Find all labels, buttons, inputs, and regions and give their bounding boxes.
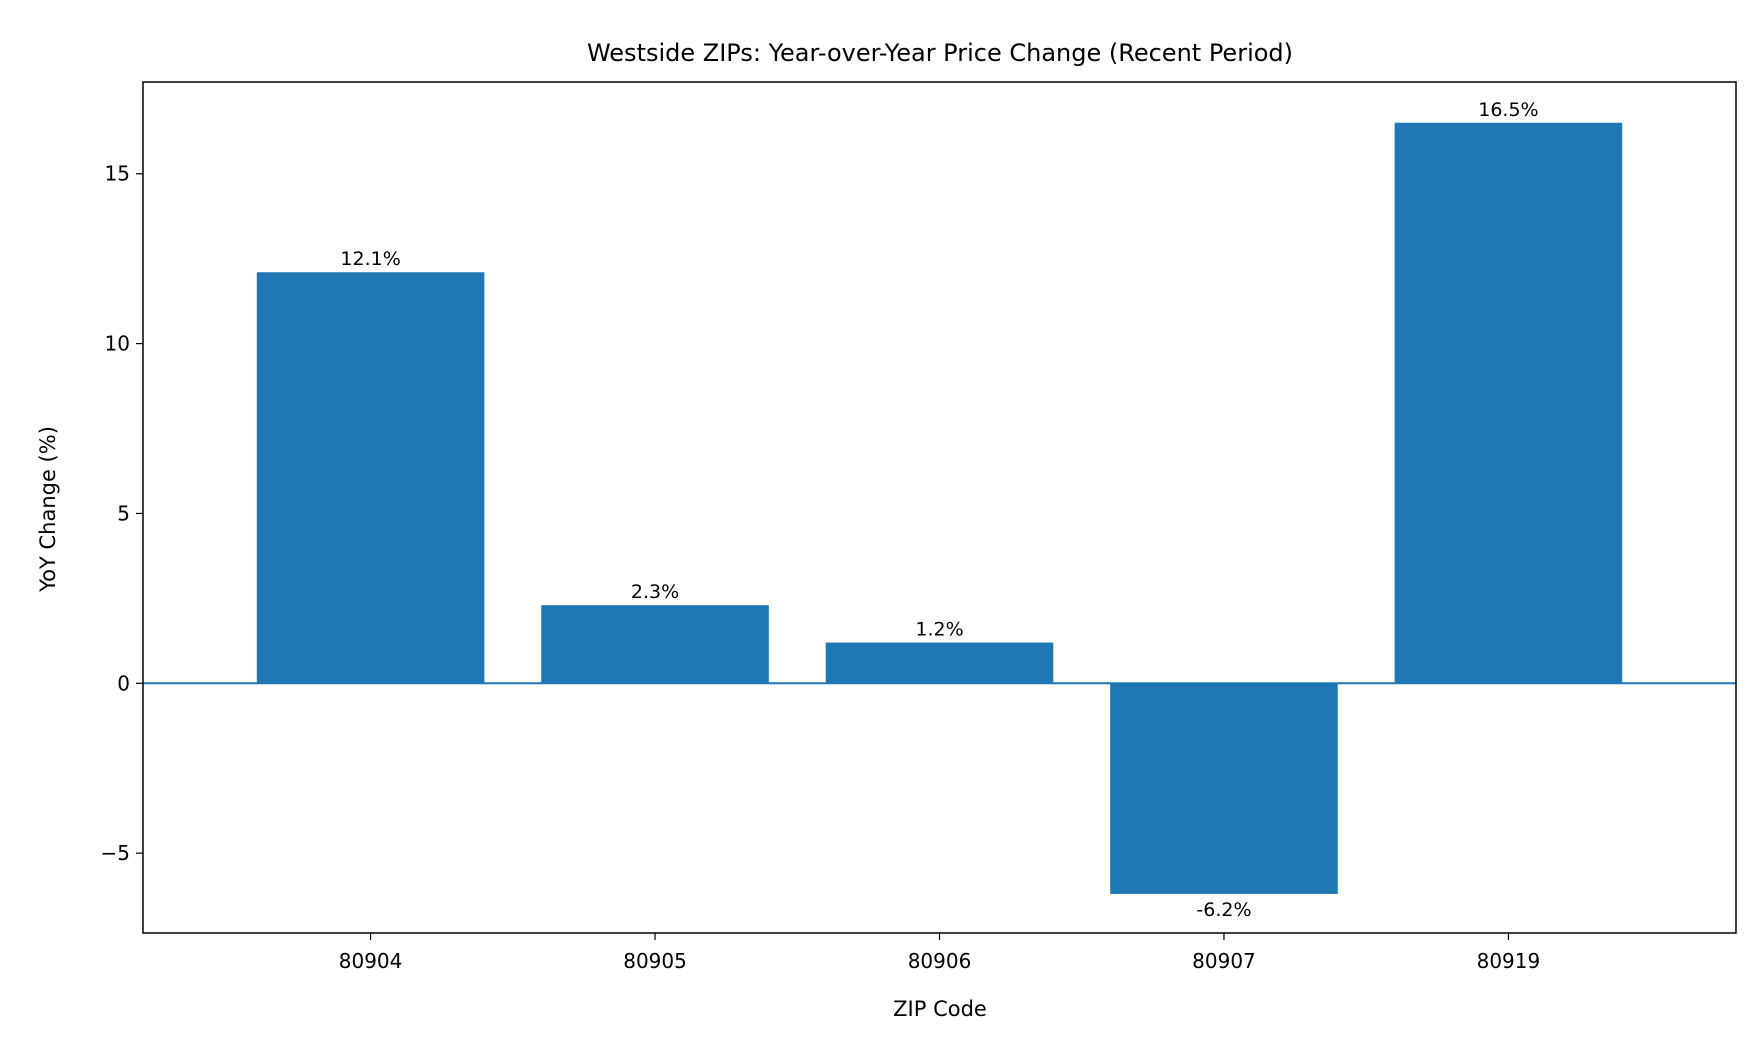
x-tick-label-80905: 80905 [623, 949, 687, 973]
x-tick-label-80919: 80919 [1477, 949, 1541, 973]
data-label-80905: 2.3% [631, 581, 679, 603]
x-tick-label-80904: 80904 [339, 949, 403, 973]
axes-layer: 80904 80905 80906 80907 80919 −5 0 5 10 15 [101, 81, 1737, 973]
x-axis-label: ZIP Code [893, 997, 987, 1021]
plot-frame [142, 81, 1737, 934]
bars-layer [256, 122, 1623, 894]
bar-80919 [1394, 122, 1623, 684]
y-axis-label: YoY Change (%) [36, 426, 60, 593]
data-label-80904: 12.1% [340, 248, 400, 270]
data-label-80919: 16.5% [1478, 99, 1538, 121]
y-tick-label--5: −5 [101, 841, 130, 865]
y-tick-label-0: 0 [117, 671, 130, 695]
chart-title: Westside ZIPs: Year-over-Year Price Chan… [587, 39, 1293, 67]
y-tick-label-10: 10 [105, 332, 130, 356]
bar-80907 [1110, 683, 1338, 894]
bar-80904 [256, 272, 485, 684]
x-tick-label-80906: 80906 [908, 949, 972, 973]
data-labels-layer: 12.1% 2.3% 1.2% -6.2% 16.5% [340, 99, 1538, 921]
y-tick-label-15: 15 [105, 162, 130, 186]
data-label-80907: -6.2% [1196, 899, 1251, 921]
x-tick-label-80907: 80907 [1192, 949, 1256, 973]
y-tick-label-5: 5 [117, 501, 130, 525]
bar-80905 [541, 605, 769, 684]
data-label-80906: 1.2% [915, 619, 963, 641]
bar-80906 [825, 642, 1054, 684]
